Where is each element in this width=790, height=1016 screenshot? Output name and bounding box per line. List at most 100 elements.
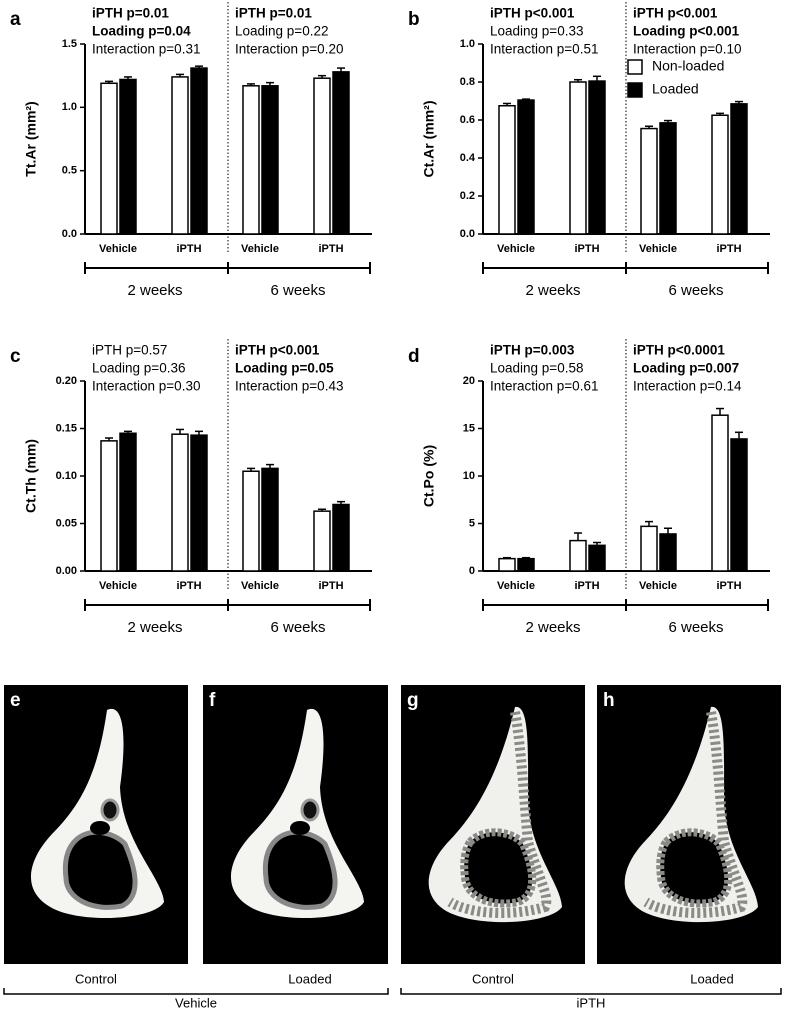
bar: [640, 127, 658, 235]
y-tick-label: 0.8: [460, 76, 475, 88]
bar: [313, 77, 331, 235]
bar: [332, 71, 350, 235]
x-tick-label: iPTH: [176, 243, 201, 255]
panel-letter: d: [408, 346, 420, 367]
stat-annotation: Loading p=0.04: [92, 24, 191, 39]
bar: [313, 510, 331, 572]
legend-swatch: [627, 59, 643, 75]
caption: Control: [472, 971, 514, 986]
y-tick-label: 0.4: [460, 152, 476, 164]
x-tick-label: iPTH: [176, 580, 201, 592]
stat-annotation: iPTH p=0.01: [92, 6, 169, 21]
y-tick-label: 0.0: [62, 228, 77, 240]
x-tick-label: Vehicle: [639, 580, 677, 592]
y-tick-label: 1.0: [460, 38, 475, 50]
y-axis-label: Ct.Po (%): [421, 445, 437, 507]
x-tick-label: Vehicle: [639, 243, 677, 255]
y-tick-label: 15: [463, 422, 475, 434]
y-tick-label: 0.6: [460, 114, 475, 126]
panel-letter: g: [407, 690, 419, 711]
x-tick-label: Vehicle: [241, 580, 279, 592]
bar: [659, 122, 677, 235]
y-tick-label: 0.20: [56, 375, 77, 387]
bar: [242, 470, 260, 572]
bar: [588, 544, 606, 572]
group-label: 2 weeks: [525, 282, 580, 299]
panel-letter: c: [10, 346, 21, 367]
x-tick-label: Vehicle: [99, 243, 137, 255]
group-label: 6 weeks: [270, 282, 325, 299]
bar: [588, 80, 606, 235]
bar: [100, 82, 118, 235]
y-axis-label: Ct.Ar (mm²): [421, 101, 437, 178]
legend-label: Non-loaded: [652, 58, 724, 74]
bar: [332, 503, 350, 572]
group-bracket: [84, 262, 371, 274]
caption: Loaded: [690, 971, 733, 986]
stat-annotation: Loading p=0.007: [633, 361, 739, 376]
y-tick-label: 1.5: [62, 38, 77, 50]
group-bracket: [84, 599, 371, 611]
group-bracket: [3, 988, 782, 995]
y-tick-label: 0.5: [62, 165, 77, 177]
group-label: 6 weeks: [270, 619, 325, 636]
stat-annotation: iPTH p<0.001: [235, 343, 320, 358]
stat-annotation: iPTH p=0.57: [92, 343, 167, 358]
stat-annotation: Interaction p=0.43: [235, 379, 343, 394]
stat-annotation: Interaction p=0.31: [92, 42, 200, 57]
bar: [711, 114, 729, 235]
group-label: 2 weeks: [525, 619, 580, 636]
bar: [730, 438, 748, 572]
y-tick-label: 0.0: [460, 228, 475, 240]
x-tick-label: iPTH: [716, 580, 741, 592]
panel-letter: b: [408, 9, 420, 30]
legend-swatch: [627, 82, 643, 98]
panel-letter: a: [10, 9, 21, 30]
stat-annotation: Loading p<0.001: [633, 24, 740, 39]
group-bracket: [482, 599, 769, 611]
stat-annotation: Interaction p=0.61: [490, 379, 598, 394]
group-label: 2 weeks: [127, 619, 182, 636]
group-label: iPTH: [577, 995, 606, 1010]
stat-annotation: Interaction p=0.30: [92, 379, 200, 394]
y-tick-label: 0: [469, 565, 475, 577]
caption: Loaded: [288, 971, 331, 986]
bar: [190, 67, 208, 235]
x-tick-label: Vehicle: [497, 243, 535, 255]
micrographs: e f g h Control Loaded Control Loaded Ve…: [3, 685, 782, 1010]
x-tick-label: Vehicle: [99, 580, 137, 592]
y-tick-label: 10: [463, 470, 475, 482]
stat-annotation: Loading p=0.22: [235, 24, 328, 39]
group-label: 6 weeks: [668, 282, 723, 299]
bar: [119, 78, 137, 235]
stat-annotation: Loading p=0.58: [490, 361, 583, 376]
x-tick-label: Vehicle: [497, 580, 535, 592]
panel-letter: e: [10, 690, 21, 711]
stat-annotation: Interaction p=0.10: [633, 42, 741, 57]
bar: [569, 81, 587, 235]
bar: [569, 539, 587, 572]
bar: [711, 414, 729, 572]
y-tick-label: 5: [469, 517, 475, 529]
stat-annotation: iPTH p=0.003: [490, 343, 575, 358]
bar: [171, 76, 189, 235]
y-tick-label: 20: [463, 375, 475, 387]
legend-label: Loaded: [652, 81, 699, 97]
stat-annotation: iPTH p<0.001: [490, 6, 575, 21]
caption: Control: [75, 971, 117, 986]
bar: [261, 467, 279, 572]
stat-annotation: Interaction p=0.20: [235, 42, 343, 57]
stat-annotation: iPTH p<0.0001: [633, 343, 725, 358]
bar: [659, 533, 677, 572]
y-tick-label: 1.0: [62, 101, 77, 113]
x-tick-label: iPTH: [318, 243, 343, 255]
bar: [517, 557, 535, 572]
y-tick-label: 0.00: [56, 565, 77, 577]
group-bracket: [482, 262, 769, 274]
bar: [190, 434, 208, 572]
stat-annotation: Loading p=0.33: [490, 24, 583, 39]
bar: [119, 432, 137, 572]
stat-annotation: iPTH p=0.01: [235, 6, 312, 21]
group-label: 2 weeks: [127, 282, 182, 299]
